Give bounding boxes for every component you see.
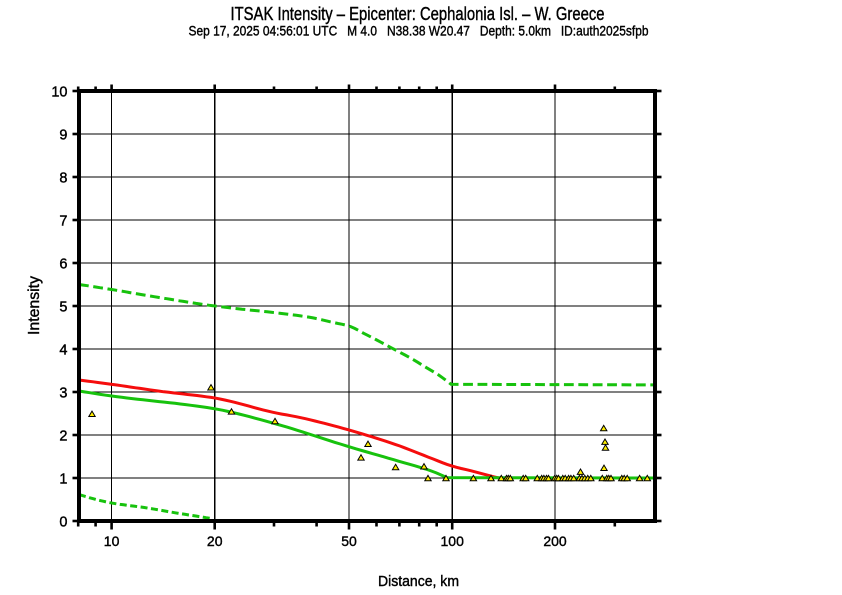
svg-text:4: 4 <box>59 343 67 359</box>
svg-text:100: 100 <box>441 533 465 549</box>
svg-text:Intensity: Intensity <box>26 276 43 335</box>
svg-text:9: 9 <box>59 128 67 144</box>
svg-text:7: 7 <box>59 214 67 230</box>
svg-text:10: 10 <box>104 533 120 549</box>
svg-text:3: 3 <box>59 386 67 402</box>
svg-text:200: 200 <box>543 533 567 549</box>
svg-text:5: 5 <box>59 300 67 316</box>
svg-text:Distance, km: Distance, km <box>378 573 459 590</box>
svg-text:0: 0 <box>59 515 67 531</box>
svg-text:Sep 17, 2025 04:56:01 UTC M: Sep 17, 2025 04:56:01 UTC M 4.0 N38.38 W… <box>189 23 649 39</box>
svg-text:8: 8 <box>59 171 67 187</box>
svg-text:ITSAK Intensity – Epicenter:: ITSAK Intensity – Epicenter: Cephalonia … <box>231 4 605 24</box>
svg-text:2: 2 <box>59 429 67 445</box>
svg-text:20: 20 <box>207 533 223 549</box>
svg-text:1: 1 <box>59 472 67 488</box>
svg-text:50: 50 <box>341 533 357 549</box>
svg-text:10: 10 <box>51 85 67 101</box>
svg-text:6: 6 <box>59 257 67 273</box>
